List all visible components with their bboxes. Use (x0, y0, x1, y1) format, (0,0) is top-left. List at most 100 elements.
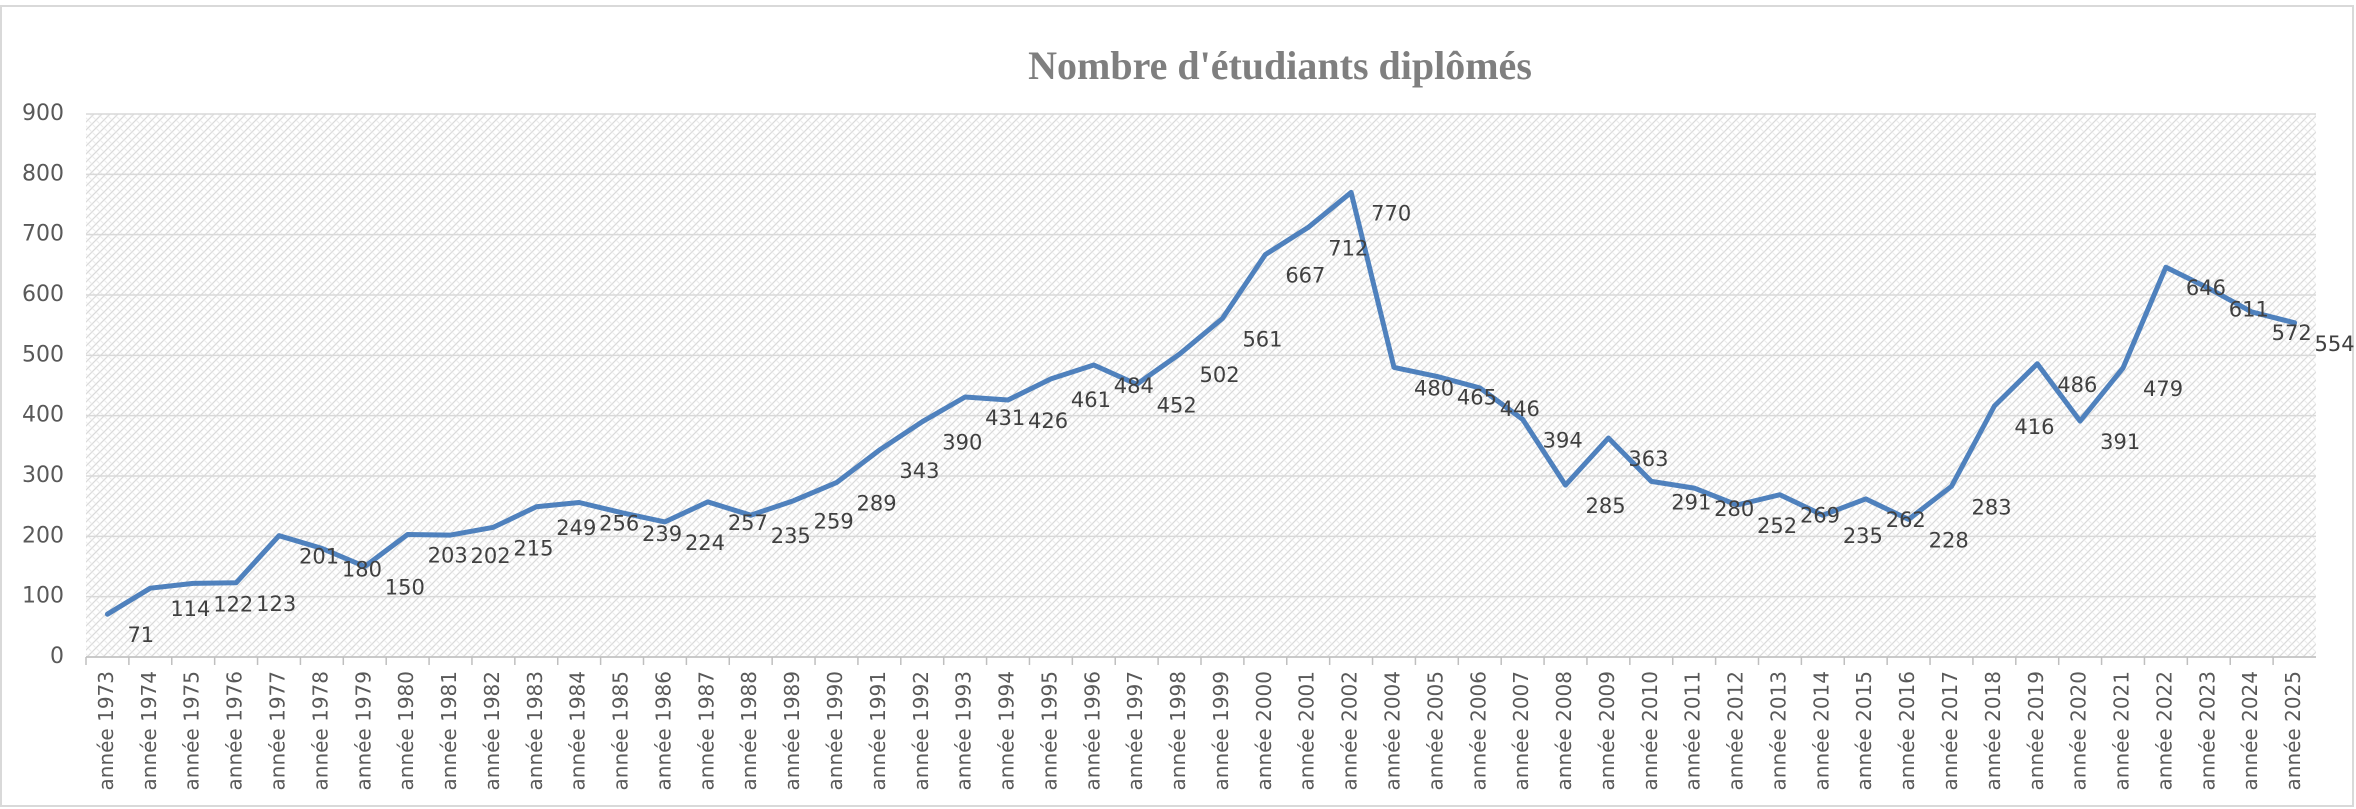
data-label: 259 (814, 510, 854, 534)
data-label: 770 (1371, 201, 1411, 225)
data-label: 235 (1843, 524, 1883, 548)
data-label: 712 (1328, 236, 1368, 260)
x-tick-label: année 1979 (351, 671, 375, 790)
x-tick-label: année 1997 (1123, 671, 1147, 790)
x-tick-label: année 2010 (1638, 671, 1662, 790)
x-tick-label: année 2005 (1423, 671, 1447, 790)
data-label: 452 (1157, 393, 1197, 417)
x-tick-label: année 2012 (1724, 671, 1748, 790)
x-tick-label: année 1994 (995, 671, 1019, 790)
x-tick-label: année 2007 (1509, 671, 1533, 790)
data-label: 394 (1543, 428, 1583, 452)
x-tick-label: année 1976 (223, 671, 247, 790)
data-label: 150 (385, 576, 425, 600)
x-tick-label: année 2009 (1595, 671, 1619, 790)
x-tick-label: année 2011 (1681, 671, 1705, 790)
x-tick-label: année 2014 (1809, 671, 1833, 790)
data-label: 257 (728, 511, 768, 535)
x-tick-label: année 2000 (1252, 671, 1276, 790)
data-label: 262 (1886, 508, 1926, 532)
x-tick-label: année 2004 (1380, 671, 1404, 790)
y-tick-label: 300 (22, 463, 64, 488)
data-label: 484 (1114, 374, 1154, 398)
x-tick-label: année 2018 (1981, 671, 2005, 790)
data-label: 667 (1285, 264, 1325, 288)
x-tick-label: année 1984 (566, 671, 590, 790)
data-label: 71 (127, 623, 154, 647)
x-tick-label: année 1991 (866, 671, 890, 790)
x-tick-label: année 2024 (2238, 671, 2262, 790)
data-label: 446 (1500, 397, 1540, 421)
data-label: 235 (771, 524, 811, 548)
x-tick-label: année 2008 (1552, 671, 1576, 790)
y-tick-label: 900 (22, 101, 64, 126)
x-tick-label: année 1996 (1080, 671, 1104, 790)
x-tick-label: année 1985 (609, 671, 633, 790)
plot-area (86, 114, 2316, 657)
x-tick-label: année 2022 (2152, 671, 2176, 790)
data-label: 252 (1757, 514, 1797, 538)
x-tick-label: année 1992 (909, 671, 933, 790)
data-label: 486 (2057, 373, 2097, 397)
data-label: 343 (899, 459, 939, 483)
data-label: 180 (342, 557, 382, 581)
data-label: 122 (213, 592, 253, 616)
data-label: 480 (1414, 376, 1454, 400)
data-label: 561 (1242, 328, 1282, 352)
x-tick-label: année 1990 (823, 671, 847, 790)
x-tick-label: année 2019 (2024, 671, 2048, 790)
x-tick-label: année 1978 (308, 671, 332, 790)
data-label: 426 (1028, 409, 1068, 433)
x-tick-label: année 1998 (1166, 671, 1190, 790)
data-label: 256 (599, 512, 639, 536)
data-label: 224 (685, 531, 725, 555)
data-label: 431 (985, 406, 1025, 430)
data-label: 289 (856, 492, 896, 516)
data-label: 363 (1628, 447, 1668, 471)
y-tick-label: 600 (22, 282, 64, 307)
data-line (104, 189, 2298, 617)
data-label: 461 (1071, 388, 1111, 412)
x-tick-label: année 1973 (94, 671, 118, 790)
y-tick-label: 100 (22, 584, 64, 609)
data-label: 269 (1800, 504, 1840, 528)
x-tick-label: année 1986 (651, 671, 675, 790)
x-tick-label: année 1980 (394, 671, 418, 790)
y-tick-label: 500 (22, 342, 64, 367)
data-label: 502 (1200, 363, 1240, 387)
x-tick-label: année 2017 (1938, 671, 1962, 790)
data-label: 280 (1714, 497, 1754, 521)
data-label: 285 (1586, 494, 1626, 518)
x-tick-label: année 1974 (137, 671, 161, 790)
data-label: 228 (1929, 528, 1969, 552)
data-label: 554 (2315, 332, 2355, 356)
y-tick-label: 700 (22, 222, 64, 247)
x-tick-label: année 2021 (2110, 671, 2134, 790)
x-tick-label: année 2001 (1295, 671, 1319, 790)
x-tick-label: année 2025 (2281, 671, 2305, 790)
data-label: 646 (2186, 276, 2226, 300)
x-tick-label: année 1988 (737, 671, 761, 790)
x-tick-label: année 1981 (437, 671, 461, 790)
data-label: 291 (1671, 490, 1711, 514)
data-label: 611 (2229, 297, 2269, 321)
data-label: 391 (2100, 430, 2140, 454)
data-label: 114 (170, 597, 210, 621)
x-tick-label: année 1982 (480, 671, 504, 790)
data-label: 249 (556, 516, 596, 540)
chart-title: Nombre d'étudiants diplômés (1028, 43, 1532, 88)
data-label: 390 (942, 431, 982, 455)
x-tick-label: année 1993 (952, 671, 976, 790)
x-tick-label: année 2016 (1895, 671, 1919, 790)
data-label: 203 (428, 544, 468, 568)
data-label: 239 (642, 522, 682, 546)
x-tick-label: année 1999 (1209, 671, 1233, 790)
x-tick-label: année 2023 (2195, 671, 2219, 790)
data-label: 123 (256, 592, 296, 616)
data-label: 202 (471, 544, 511, 568)
x-tick-label: année 1983 (523, 671, 547, 790)
x-tick-label: année 1975 (180, 671, 204, 790)
data-label: 465 (1457, 385, 1497, 409)
data-label: 572 (2272, 321, 2312, 345)
